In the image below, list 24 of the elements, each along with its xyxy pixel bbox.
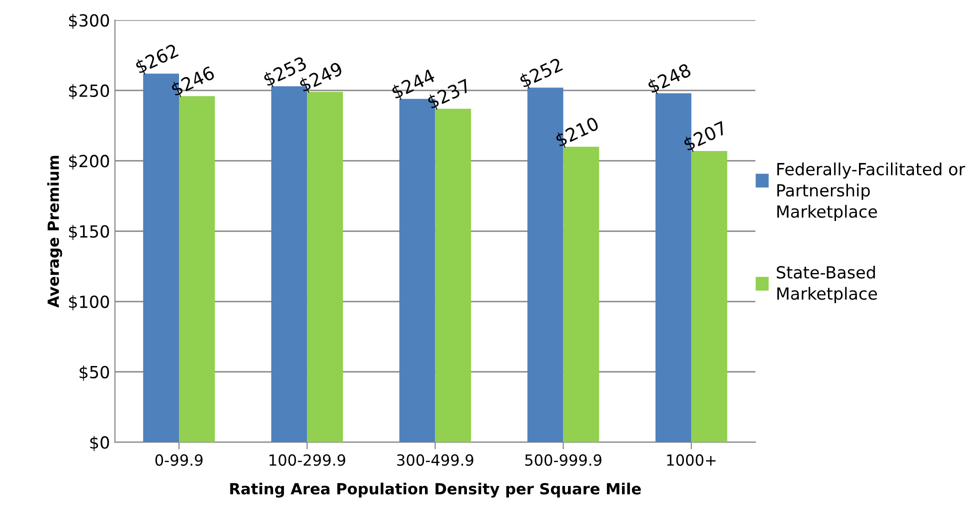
x-tick-label: 300-499.9 xyxy=(397,454,474,466)
y-tick-label: $100 xyxy=(69,295,109,310)
x-tick-label: 1000+ xyxy=(667,454,716,466)
y-tick-label: $300 xyxy=(69,14,109,29)
legend-label: State-Based Marketplace xyxy=(776,266,877,304)
y-axis-title: Average Premium xyxy=(47,156,62,308)
bar xyxy=(307,92,343,442)
legend-label: Federally-Facilitated or Partnership Marketplace xyxy=(777,162,966,222)
y-tick-label: $200 xyxy=(69,154,109,170)
x-tick-label: 100-299.9 xyxy=(270,454,346,466)
x-axis-title: Rating Area Population Density per Square Mile xyxy=(230,482,641,498)
x-tick-label: 0-99.9 xyxy=(155,454,203,466)
data-label: $210 xyxy=(554,116,600,150)
x-tick-label: 500-999.9 xyxy=(525,454,602,466)
bar xyxy=(563,146,600,442)
y-tick-label: $250 xyxy=(69,84,109,100)
y-tick-label: $50 xyxy=(80,366,109,381)
data-label: $248 xyxy=(646,62,693,96)
bar xyxy=(179,96,215,442)
y-tick-label: $150 xyxy=(69,224,109,240)
bar xyxy=(691,150,728,442)
data-label: $252 xyxy=(518,57,564,90)
y-tick-label: $0 xyxy=(90,436,109,451)
bar xyxy=(435,108,472,442)
